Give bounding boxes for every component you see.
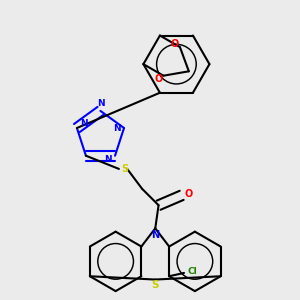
Text: O: O	[154, 74, 163, 84]
Text: O: O	[184, 189, 192, 199]
Text: Cl: Cl	[188, 267, 197, 276]
Text: N: N	[97, 99, 104, 108]
Text: N: N	[151, 230, 159, 240]
Text: S: S	[121, 164, 128, 174]
Text: O: O	[171, 39, 179, 49]
Text: S: S	[152, 280, 159, 290]
Text: N: N	[113, 124, 121, 133]
Text: N: N	[80, 118, 87, 127]
Text: N: N	[104, 154, 112, 164]
